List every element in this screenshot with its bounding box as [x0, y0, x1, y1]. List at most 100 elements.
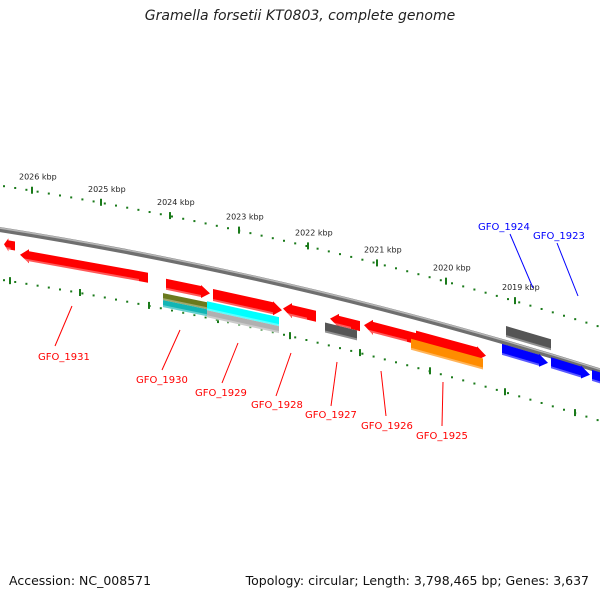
- gene-partial-right-body[interactable]: [592, 369, 600, 385]
- gene-gfo-1928[interactable]: [283, 303, 316, 322]
- gene-gfo-1926[interactable]: [364, 319, 416, 345]
- gene-label[interactable]: GFO_1923: [533, 231, 585, 242]
- outer-ruler-dot: [484, 291, 487, 294]
- inner-ruler-dot: [294, 336, 297, 339]
- inner-ruler-dot: [417, 367, 420, 370]
- gene-gfo-1930-body[interactable]: [166, 278, 210, 298]
- inner-ruler-dot: [350, 349, 353, 352]
- feature-teal-band[interactable]: [163, 300, 207, 317]
- inner-ruler-dot: [193, 314, 196, 317]
- inner-ruler-dot: [103, 296, 106, 299]
- gene-label[interactable]: GFO_1924: [478, 222, 530, 233]
- inner-ruler-dot: [249, 326, 252, 329]
- gene-label[interactable]: GFO_1925: [416, 431, 468, 442]
- outer-ruler-dot: [585, 321, 588, 324]
- gene-gfo-1929-body[interactable]: [213, 288, 282, 316]
- outer-major-tick: [31, 186, 33, 194]
- inner-ruler-dot: [126, 300, 129, 303]
- gene-label[interactable]: GFO_1928: [251, 400, 303, 411]
- outer-ruler-dot: [507, 298, 509, 301]
- outer-major-tick: [445, 277, 447, 285]
- gene-gfo-1927-body[interactable]: [330, 313, 360, 332]
- feature-gray-band-right[interactable]: [506, 326, 551, 351]
- gene-label[interactable]: GFO_1931: [38, 352, 90, 363]
- outer-ruler-dot: [327, 250, 330, 253]
- outer-ruler-dot: [92, 200, 95, 203]
- outer-ruler-dot: [574, 318, 577, 321]
- inner-major-tick: [79, 288, 81, 296]
- accession-text: Accession: NC_008571: [9, 573, 152, 588]
- gene-gfo-1931-body[interactable]: [20, 249, 148, 283]
- gene-label-leader: [275, 352, 292, 397]
- inner-ruler-dot: [115, 298, 117, 301]
- outer-ruler-dot: [215, 224, 218, 227]
- outer-major-tick: [514, 297, 516, 305]
- outer-ruler-dot: [294, 242, 297, 245]
- kbp-label: 2025 kbp: [88, 185, 126, 194]
- outer-ruler-dot: [316, 247, 319, 250]
- inner-ruler-dot: [316, 341, 319, 344]
- inner-ruler-dot: [283, 333, 285, 336]
- gene-label[interactable]: GFO_1929: [195, 388, 247, 399]
- outer-ruler-dot: [529, 304, 532, 307]
- outer-ruler-dot: [204, 222, 207, 225]
- outer-ruler-dot: [193, 220, 196, 223]
- inner-ruler-dot: [339, 347, 341, 350]
- gene-gfo-1924-body[interactable]: [502, 343, 548, 367]
- feature-silver-band[interactable]: [207, 310, 279, 334]
- inner-ruler-dot: [361, 352, 364, 355]
- gene-gfo-1924-shade: [502, 352, 539, 367]
- inner-major-tick: [148, 301, 150, 309]
- feature-gray-band-right-shade: [506, 335, 551, 352]
- inner-ruler-dot: [25, 282, 28, 285]
- gene-label[interactable]: GFO_1927: [305, 410, 357, 421]
- outer-ruler-dot: [406, 270, 409, 273]
- gene-gfo-1925-body[interactable]: [416, 330, 486, 361]
- outer-ruler-dot: [540, 307, 543, 310]
- feature-olive-band[interactable]: [163, 293, 207, 310]
- gene-partial-right[interactable]: [592, 369, 600, 385]
- outer-ruler-dot: [103, 202, 106, 205]
- map-title: Gramella forsetii KT0803, complete genom…: [144, 8, 456, 24]
- outer-ruler-dot: [171, 215, 173, 218]
- gene-label[interactable]: GFO_1926: [361, 421, 413, 432]
- outer-ruler-dot: [551, 311, 554, 314]
- gene-partial-left[interactable]: [4, 238, 15, 252]
- gene-label[interactable]: GFO_1930: [136, 375, 188, 386]
- inner-ruler-dot: [473, 382, 476, 385]
- gene-gfo-1928-shade: [283, 312, 307, 321]
- gene-label-leader: [556, 242, 579, 297]
- inner-ruler-dot: [585, 415, 588, 418]
- gene-gfo-1924[interactable]: [502, 343, 548, 367]
- inner-ruler-dot: [451, 376, 453, 379]
- outer-ruler-dot: [47, 192, 50, 195]
- gene-partial-left-body[interactable]: [4, 238, 15, 252]
- gene-gfo-1930[interactable]: [166, 278, 210, 298]
- gene-gfo-1930-shade: [166, 287, 201, 298]
- inner-ruler-dot: [59, 288, 61, 291]
- feature-cyan-band[interactable]: [207, 301, 279, 327]
- gene-gfo-1923[interactable]: [551, 357, 590, 379]
- inner-ruler-dot: [70, 290, 73, 293]
- gene-gfo-1923-body[interactable]: [551, 357, 590, 379]
- feature-orange-band[interactable]: [411, 338, 483, 370]
- gene-gfo-1926-body[interactable]: [364, 319, 416, 345]
- inner-ruler-dot: [395, 361, 397, 364]
- inner-major-tick: [9, 277, 11, 285]
- gene-gfo-1928-body[interactable]: [283, 303, 316, 322]
- inner-ruler-dot: [406, 364, 409, 367]
- gene-label-leader: [161, 329, 181, 371]
- feature-gray-band[interactable]: [325, 322, 357, 341]
- inner-ruler-dot: [92, 294, 95, 297]
- outer-ruler-dot: [339, 253, 341, 256]
- gene-gfo-1931[interactable]: [20, 249, 148, 283]
- inner-ruler-dot: [529, 398, 532, 401]
- inner-ruler-dot: [137, 302, 140, 305]
- gene-partial-left-shade: [4, 246, 11, 251]
- outer-ruler-dot: [395, 267, 397, 270]
- gene-gfo-1929[interactable]: [213, 288, 282, 316]
- gene-label-leader: [330, 361, 338, 407]
- kbp-label: 2021 kbp: [364, 245, 402, 254]
- outer-ruler-dot: [417, 273, 420, 276]
- inner-major-tick: [359, 349, 361, 357]
